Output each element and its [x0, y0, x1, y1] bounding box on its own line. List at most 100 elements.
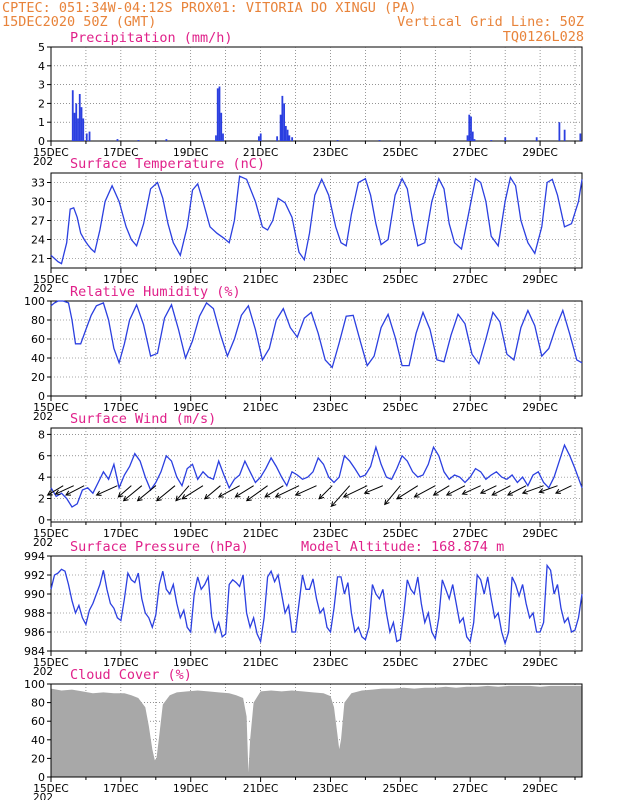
wind-arrow — [204, 485, 221, 500]
precip-bar — [215, 135, 217, 141]
wind-arrow-shaft — [343, 485, 368, 498]
wind-arrow-head — [117, 492, 124, 498]
x-tick-label: 15DEC — [33, 783, 68, 795]
wind-arrow — [245, 485, 268, 502]
precip-bar — [473, 139, 476, 141]
x-tick-label: 25DEC — [383, 528, 418, 540]
precip-bar — [216, 88, 219, 141]
precip-bar — [281, 95, 284, 141]
x-tick-label: 27DEC — [452, 147, 487, 159]
wind-arrow — [294, 485, 317, 496]
x-tick-label: 23DEC — [313, 783, 348, 795]
y-tick-label: 80 — [31, 697, 45, 710]
x-tick-label: 17DEC — [103, 147, 138, 159]
x-tick-label: 23DEC — [313, 528, 348, 540]
precip-bar — [78, 94, 81, 141]
y-tick-label: 2 — [38, 493, 45, 506]
plot-frame-overlay — [50, 683, 583, 778]
series-line-wind — [50, 443, 583, 508]
wind-arrow-head — [554, 488, 561, 494]
x-tick-label: 21DEC — [243, 783, 278, 795]
x-tick-label: 15DEC — [33, 402, 68, 414]
wind-arrow-head — [363, 488, 370, 495]
wind-arrow-head — [342, 492, 349, 498]
series-line-rh — [50, 300, 583, 369]
header-date: 15DEC2020 50Z (GMT) — [2, 14, 156, 30]
x-tick-label: 29DEC — [522, 783, 557, 795]
header-model-code: TQ0126L028 — [503, 29, 584, 45]
wind-arrow-head — [491, 490, 498, 496]
y-tick-label: 990 — [24, 588, 45, 601]
y-tick-label: 100 — [24, 678, 45, 691]
wind-arrow — [396, 485, 419, 500]
wind-arrow-head — [95, 490, 102, 496]
y-tick-label: 994 — [24, 550, 45, 563]
wind-arrow-head — [318, 493, 325, 500]
x-tick-label: 29DEC — [522, 402, 557, 414]
x-tick-label: 15DEC — [33, 528, 68, 540]
y-tick-label: 5 — [38, 41, 45, 54]
x-tick-label: 19DEC — [173, 274, 208, 286]
x-tick-label: 29DEC — [522, 274, 557, 286]
precip-bar — [222, 133, 224, 141]
wind-arrow-shaft — [295, 485, 317, 496]
wind-arrow — [491, 485, 511, 496]
wind-arrow-head — [181, 494, 188, 500]
precip-bar — [490, 140, 493, 141]
wind-arrow — [363, 485, 384, 495]
precip-bar — [288, 135, 291, 141]
panel-title: Cloud Cover (%) — [70, 667, 192, 683]
precip-bar — [276, 136, 279, 141]
wind-arrow-shaft — [137, 485, 157, 502]
series-line-temp — [50, 175, 583, 265]
precip-bar — [165, 139, 168, 141]
header-grid-line: Vertical Grid Line: 50Z — [397, 14, 584, 30]
x-tick-label: 27DEC — [452, 657, 487, 669]
wind-arrow-head — [122, 495, 129, 502]
wind-arrow — [95, 485, 118, 496]
x-tick-label: 25DEC — [383, 402, 418, 414]
x-tick-label: 21DEC — [243, 402, 278, 414]
wind-arrow-head — [156, 495, 162, 502]
panel-rh: 0 20 40 60 80 100 15DEC 17DEC 19DEC 21DEC 23DEC 25D… — [24, 284, 583, 423]
y-tick-label: 24 — [31, 234, 45, 247]
x-tick-label: 21DEC — [243, 657, 278, 669]
wind-arrow — [461, 485, 481, 495]
precip-bar — [286, 129, 289, 141]
precip-bar — [71, 90, 74, 141]
wind-arrow-shaft — [364, 485, 384, 494]
wind-arrow-shaft — [55, 485, 74, 495]
wind-arrow-head — [445, 490, 452, 496]
plot-frame — [50, 46, 583, 142]
x-tick-label: 25DEC — [383, 274, 418, 286]
x-tick-label: 19DEC — [173, 657, 208, 669]
y-tick-label: 988 — [24, 607, 45, 620]
precip-bar — [88, 131, 91, 141]
precip-bar — [579, 133, 582, 141]
wind-arrow-shaft — [480, 485, 497, 494]
x-tick-label: 21DEC — [243, 528, 278, 540]
panel-pres: 984 986 988 990 992 994 15DEC 17DEC 19DEC 21DEC 23… — [24, 539, 583, 678]
wind-arrow-head — [506, 490, 513, 496]
wind-arrow-head — [245, 495, 252, 502]
panel-title: Surface Wind (m/s) — [70, 411, 216, 427]
wind-arrow-shaft — [218, 485, 240, 498]
precip-bar — [558, 122, 561, 141]
precip-bar — [82, 118, 85, 141]
wind-arrow-head — [65, 490, 71, 496]
y-tick-label: 0 — [38, 390, 45, 403]
y-tick-label: 984 — [24, 645, 45, 658]
wind-arrow — [217, 485, 240, 498]
wind-arrow — [432, 485, 450, 496]
wind-arrow — [136, 485, 157, 502]
wind-arrow — [554, 485, 572, 494]
wind-arrow-shaft — [264, 485, 284, 498]
x-tick-label: 23DEC — [313, 657, 348, 669]
precip-bar — [284, 125, 287, 141]
y-tick-label: 33 — [31, 177, 45, 190]
wind-arrow — [117, 485, 132, 498]
x-tick-label: 19DEC — [173, 402, 208, 414]
wind-arrow-shaft — [446, 485, 466, 496]
precip-bar — [279, 114, 282, 141]
x-tick-label: 19DEC — [173, 528, 208, 540]
